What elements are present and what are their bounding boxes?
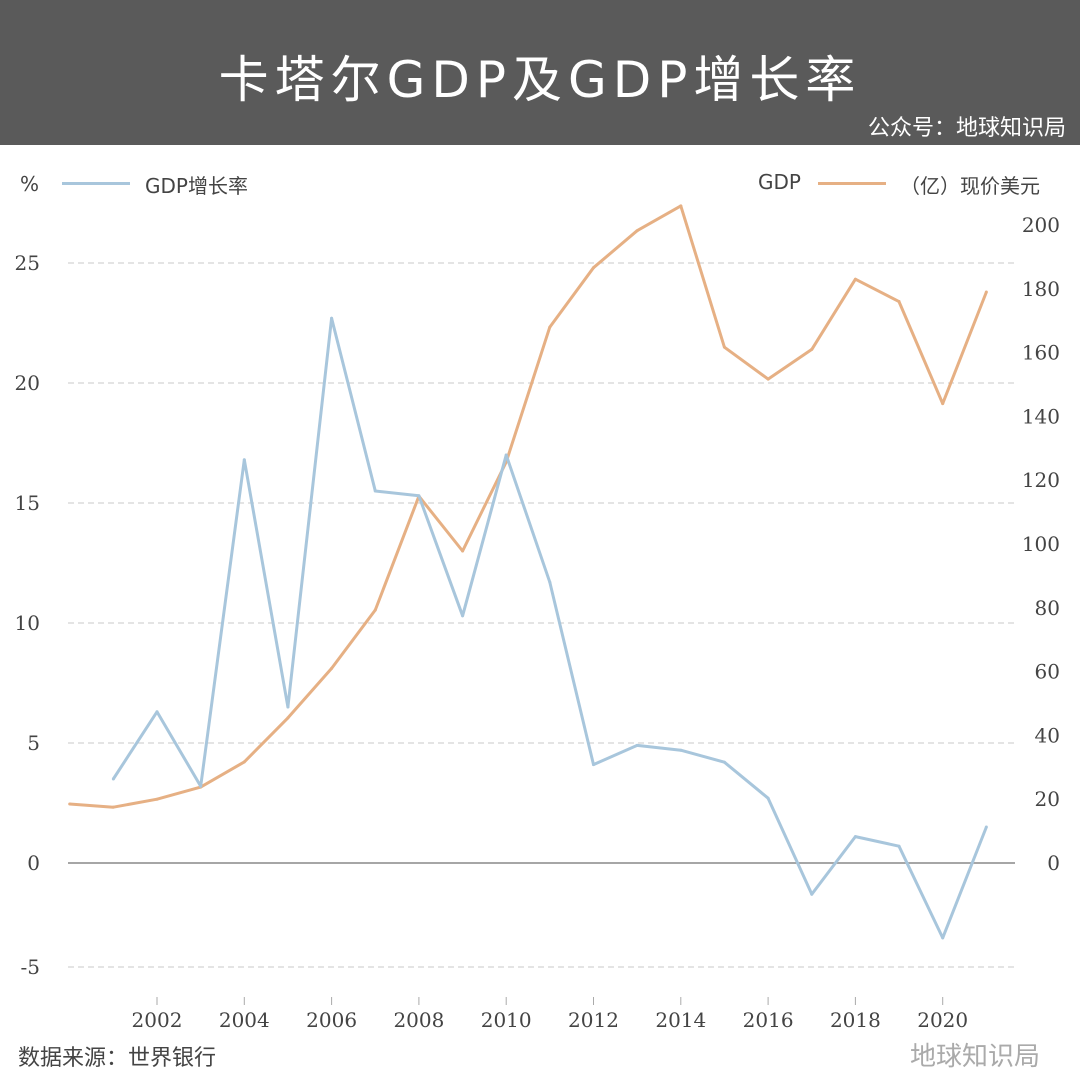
gdp-point — [941, 402, 945, 406]
growth-point — [853, 835, 857, 839]
gdp-point — [853, 277, 857, 281]
page-title: 卡塔尔GDP及GDP增长率 — [218, 51, 862, 109]
legend-gdp-label: （亿）现价美元 — [900, 174, 1040, 198]
x-tick-label: 2016 — [743, 1008, 794, 1032]
gdp-point — [155, 797, 159, 801]
x-tick-label: 2004 — [219, 1008, 270, 1032]
growth-point — [897, 844, 901, 848]
right-tick-label: 200 — [1022, 213, 1060, 237]
growth-point — [286, 705, 290, 709]
left-tick-label: 5 — [27, 731, 40, 755]
gdp-point — [679, 204, 683, 208]
gdp-point — [897, 300, 901, 304]
right-tick-label: 160 — [1022, 341, 1060, 365]
growth-point — [242, 458, 246, 462]
growth-point — [984, 825, 988, 829]
gdp-point — [330, 666, 334, 670]
growth-point — [504, 453, 508, 457]
gdp-point — [286, 716, 290, 720]
x-tick-label: 2008 — [393, 1008, 444, 1032]
x-tick-label: 2020 — [917, 1008, 968, 1032]
legend-growth-swatch — [62, 182, 130, 185]
right-tick-label: 20 — [1035, 787, 1060, 811]
growth-point — [722, 760, 726, 764]
gdp-point — [984, 290, 988, 294]
growth-point — [199, 784, 203, 788]
right-tick-label: 40 — [1035, 723, 1060, 747]
legend-growth-label: GDP增长率 — [145, 174, 248, 198]
gdp-point — [592, 266, 595, 270]
gdp-line — [69, 204, 988, 809]
growth-line — [112, 316, 988, 940]
left-tick-label: 25 — [15, 251, 40, 275]
header: 卡塔尔GDP及GDP增长率 公众号：地球知识局 — [0, 0, 1080, 145]
gdp-point — [766, 377, 770, 381]
x-tick-label: 2012 — [568, 1008, 619, 1032]
x-tick-label: 2006 — [306, 1008, 357, 1032]
gdp-point — [68, 802, 72, 806]
growth-point — [373, 489, 377, 493]
right-tick-label: 120 — [1022, 468, 1060, 492]
x-tick-label: 2010 — [481, 1008, 532, 1032]
gdp-point — [810, 347, 814, 351]
growth-point — [635, 743, 639, 747]
left-axis-unit: % — [20, 172, 40, 196]
left-tick-label: 10 — [15, 611, 40, 635]
x-tick-label: 2018 — [830, 1008, 881, 1032]
right-tick-label: 100 — [1022, 532, 1060, 556]
right-tick-label: 0 — [1047, 851, 1060, 875]
subtitle: 公众号：地球知识局 — [867, 116, 1066, 141]
gdp-point — [242, 760, 246, 764]
data-source: 数据来源：世界银行 — [18, 1046, 217, 1071]
right-tick-label: 180 — [1022, 277, 1060, 301]
gdp-point — [461, 549, 465, 553]
growth-point — [111, 777, 115, 781]
gdp-point — [635, 229, 639, 233]
gdp-point — [722, 345, 726, 349]
growth-point — [155, 710, 159, 714]
watermark: 地球知识局 — [909, 1042, 1040, 1072]
growth-point — [679, 748, 683, 752]
growth-point — [417, 494, 421, 498]
right-tick-label: 60 — [1035, 660, 1060, 684]
growth-point — [461, 614, 465, 618]
growth-point — [548, 580, 552, 584]
legend-gdp-prefix: GDP — [758, 170, 801, 194]
left-tick-label: 20 — [15, 371, 40, 395]
growth-point — [330, 316, 334, 320]
growth-point — [810, 892, 814, 896]
growth-point — [592, 763, 595, 767]
left-tick-label: -5 — [21, 955, 40, 979]
gdp-point — [111, 805, 115, 809]
legend-gdp-swatch — [818, 182, 886, 185]
gdp-point — [373, 608, 377, 612]
growth-point — [941, 936, 945, 940]
x-tick-label: 2014 — [655, 1008, 706, 1032]
left-tick-label: 15 — [15, 491, 40, 515]
left-tick-label: 0 — [27, 851, 40, 875]
growth-point — [766, 796, 770, 800]
gdp-point — [548, 325, 552, 329]
x-tick-label: 2002 — [132, 1008, 183, 1032]
right-tick-label: 140 — [1022, 404, 1060, 428]
right-tick-label: 80 — [1035, 596, 1060, 620]
